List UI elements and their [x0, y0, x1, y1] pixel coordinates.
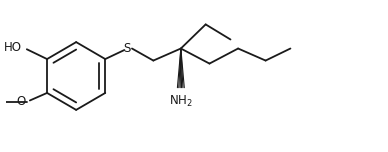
Text: NH$_2$: NH$_2$ — [169, 94, 193, 109]
Text: HO: HO — [4, 40, 22, 54]
Text: O: O — [17, 95, 26, 109]
Text: S: S — [124, 42, 131, 55]
